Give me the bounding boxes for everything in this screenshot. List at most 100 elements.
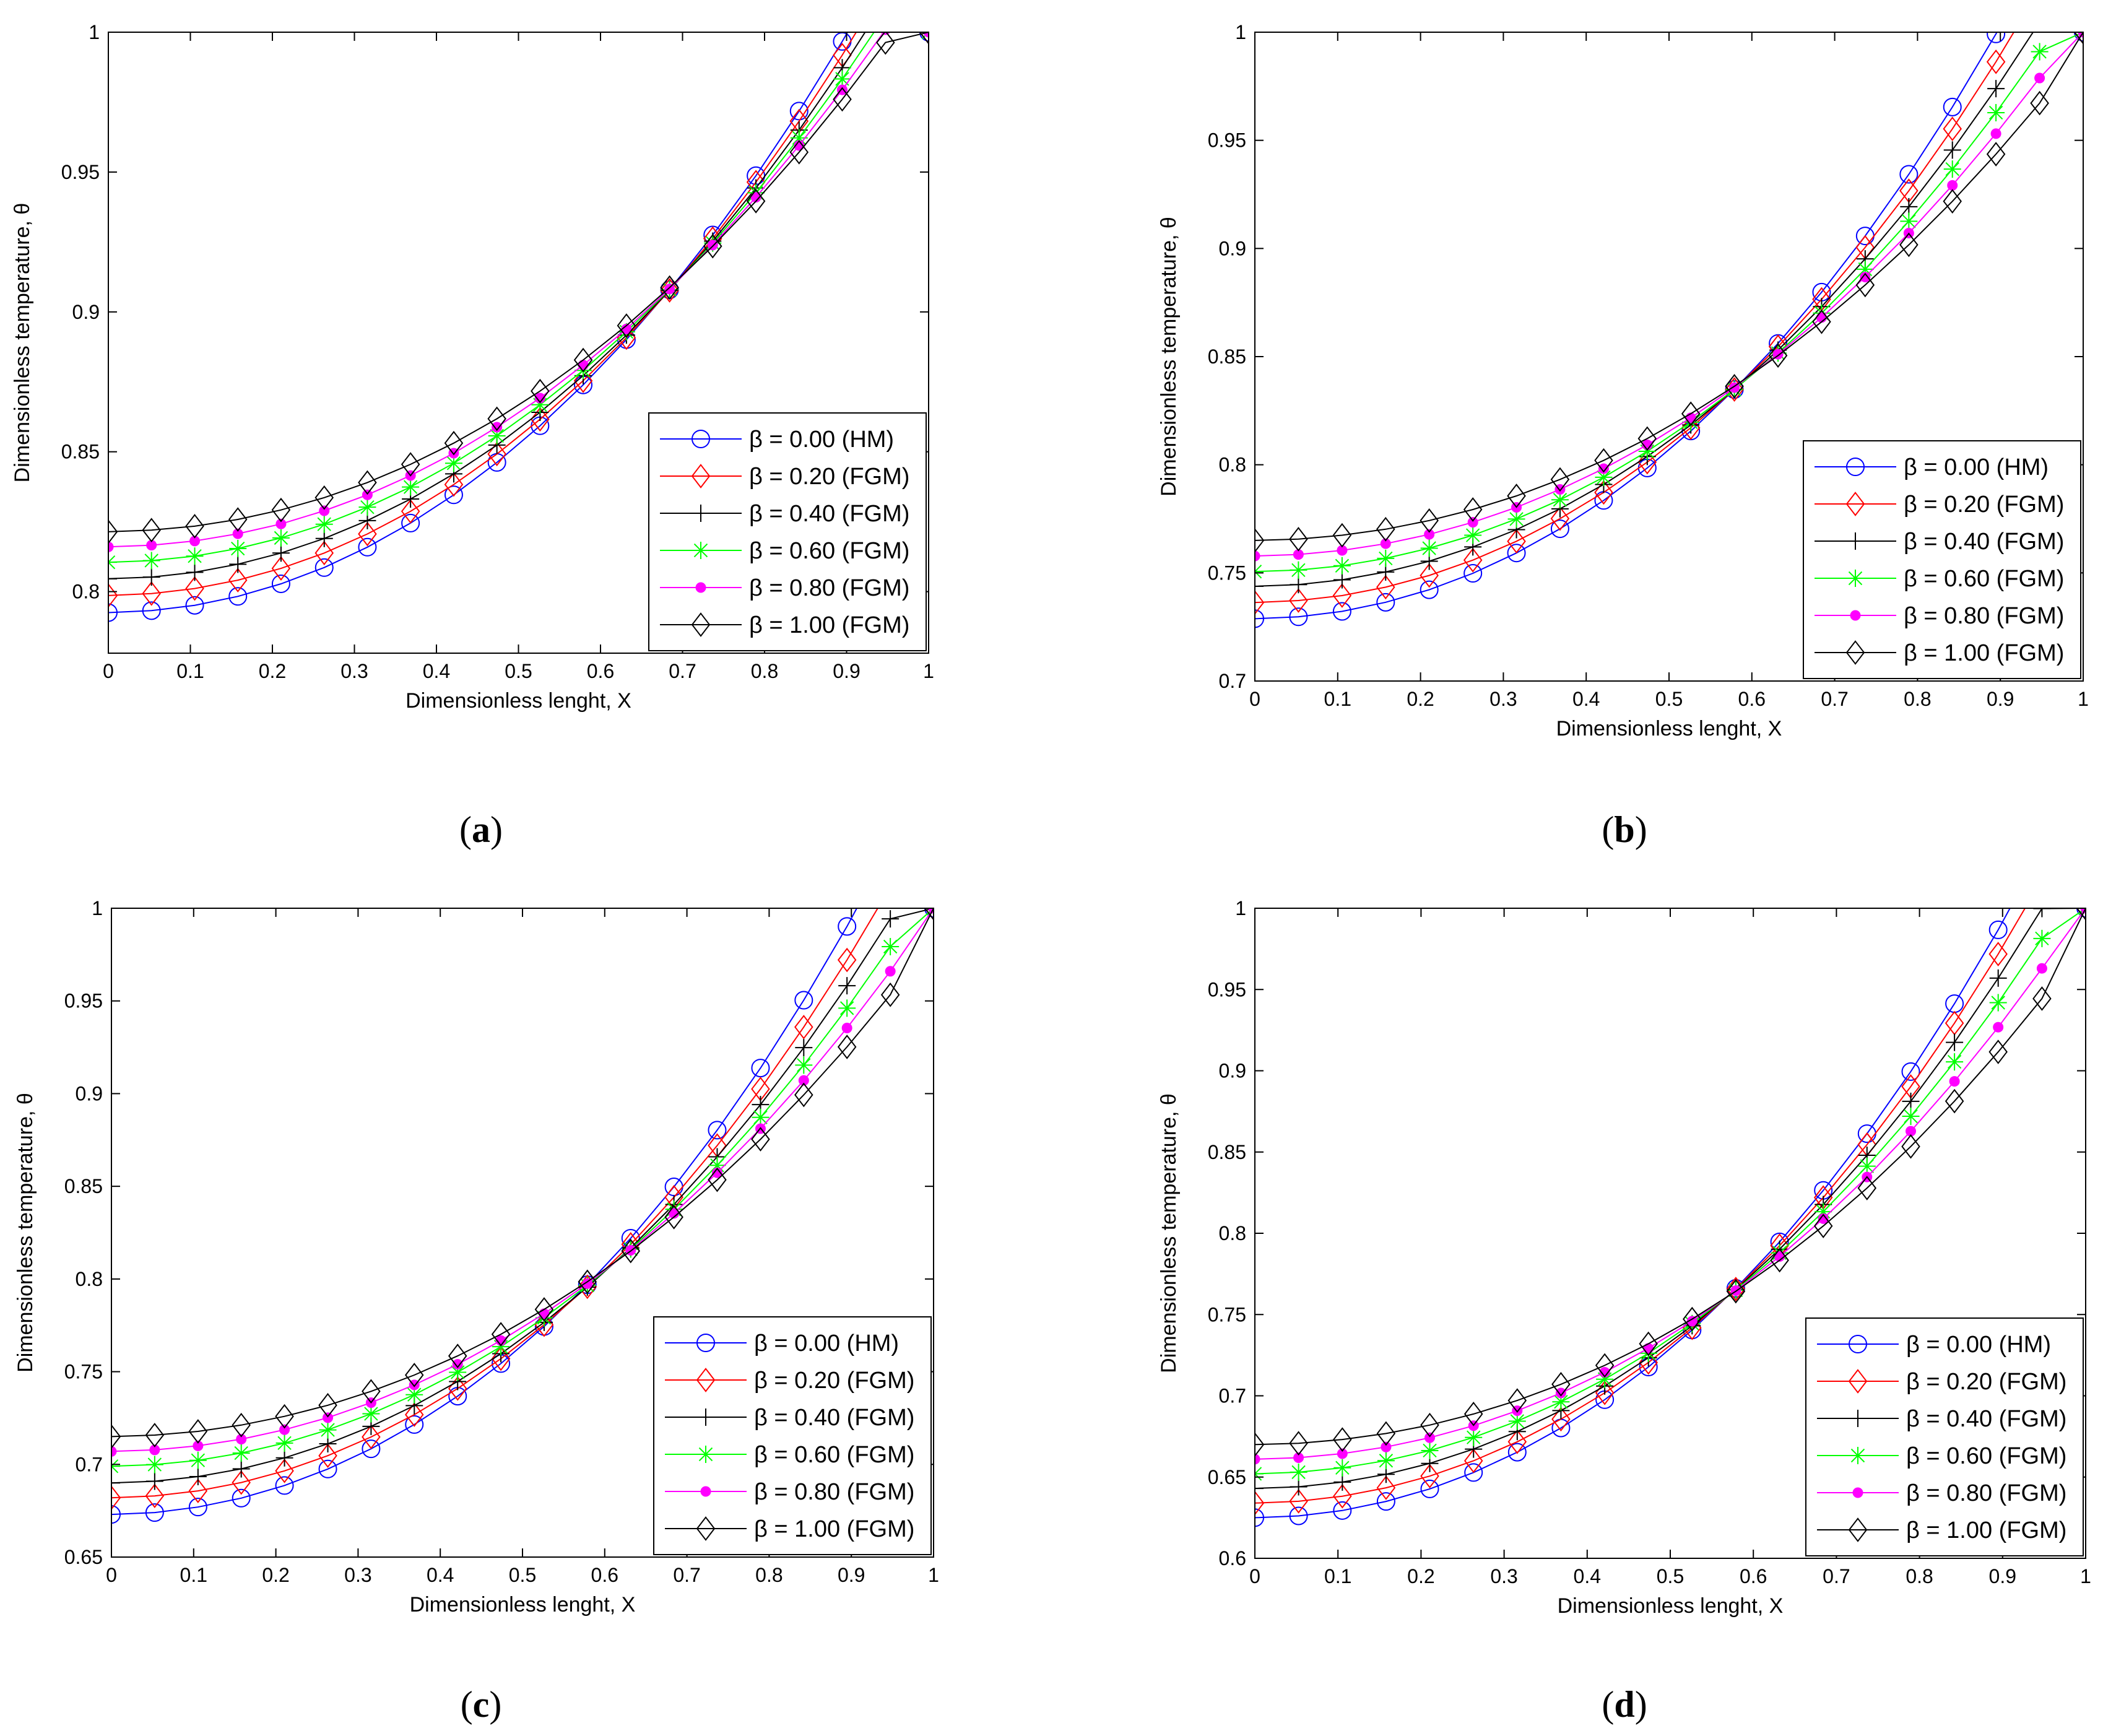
data-point-s0-1 [1289, 607, 1308, 627]
x-tick-label: 0.3 [1490, 1565, 1517, 1587]
chart-panel-b: 0 0.1 0.2 0.3 0.4 0.5 0.6 0.7 0.8 0.9 1 0.7 0.75 0.8 0… [1157, 21, 2089, 850]
y-tick-label: 0.85 [1208, 1141, 1246, 1163]
legend-item-2: β = 0.40 (FGM) [1815, 529, 2064, 555]
data-point-s5-16 [1945, 1088, 1964, 1114]
data-point-s5-15 [751, 1127, 770, 1152]
data-point-s3-8 [449, 1363, 467, 1381]
data-point-s3-8 [444, 454, 462, 472]
legend-item-2: β = 0.40 (FGM) [660, 501, 909, 527]
data-point-s0-0 [1255, 1508, 1264, 1527]
data-point-s5-17 [837, 1035, 857, 1059]
series-4 [1255, 908, 2086, 1465]
data-point-s3-2 [189, 1451, 207, 1469]
data-point-s3-3 [1377, 1452, 1395, 1470]
data-point-s2-3 [232, 1460, 250, 1478]
legend-marker [696, 1516, 716, 1541]
legend-marker [695, 582, 706, 593]
data-point-s4-4 [1424, 1432, 1435, 1443]
data-point-s1-3 [228, 568, 248, 592]
data-point-s1-4 [1420, 1464, 1439, 1489]
data-point-s5-15 [1901, 1134, 1920, 1159]
data-point-s2-1 [1290, 576, 1307, 594]
data-point-s1-7 [401, 499, 420, 524]
legend-label: β = 1.00 (FGM) [749, 612, 909, 638]
data-point-s0-4 [1420, 580, 1439, 599]
data-point-s5-8 [444, 430, 464, 456]
data-point-s4-5 [323, 1412, 334, 1423]
data-point-s0-1 [145, 1503, 164, 1522]
data-point-s1-2 [1332, 583, 1352, 608]
data-point-s5-0 [1255, 1432, 1265, 1457]
series-line-4 [111, 908, 934, 1452]
data-point-s5-3 [228, 507, 248, 532]
data-point-s4-2 [1337, 545, 1348, 556]
data-point-s0-15 [1901, 1062, 1920, 1081]
data-point-s0-5 [1463, 564, 1483, 583]
data-point-s4-1 [1293, 1452, 1304, 1464]
y-tick-label: 0.7 [1219, 1385, 1246, 1407]
data-point-s4-17 [841, 1022, 852, 1033]
x-tick-label: 0.9 [1987, 688, 2014, 710]
data-point-s4-18 [2034, 72, 2045, 84]
data-point-s5-4 [275, 1404, 294, 1429]
data-point-s5-13 [660, 275, 679, 300]
y-tick-label: 0.9 [1219, 1060, 1246, 1082]
legend-item-4: β = 0.80 (FGM) [665, 1479, 914, 1505]
data-point-s2-0 [1255, 577, 1264, 595]
data-point-s3-5 [319, 1421, 337, 1439]
legend-label: β = 0.20 (FGM) [1906, 1369, 2066, 1395]
data-point-s4-3 [1381, 1441, 1392, 1452]
y-tick-label: 0.75 [1208, 1303, 1246, 1326]
data-point-s3-17 [833, 70, 851, 88]
data-point-s5-6 [362, 1379, 381, 1404]
panel-caption: (c) [461, 1684, 502, 1725]
data-point-s3-5 [1464, 526, 1482, 544]
data-point-s5-1 [145, 1423, 165, 1447]
data-point-s0-17 [1988, 920, 2008, 939]
data-point-s3-18 [882, 937, 900, 955]
data-point-s3-13 [1815, 1203, 1832, 1221]
series-line-2 [1255, 32, 2083, 587]
data-point-s5-9 [1637, 426, 1657, 451]
data-point-s0-6 [1507, 1443, 1527, 1462]
data-point-s0-14 [708, 1121, 727, 1140]
x-tick-label: 0 [1249, 688, 1260, 710]
series-line-0 [111, 908, 934, 1516]
data-point-s5-5 [1463, 497, 1483, 522]
y-tick-label: 0.6 [1219, 1547, 1246, 1569]
panels: 0 0.1 0.2 0.3 0.4 0.5 0.6 0.7 0.8 0.9 10.80.850.90… [11, 21, 2091, 1725]
legend-item-5: β = 1.00 (FGM) [1817, 1517, 2066, 1543]
data-point-s5-0 [108, 519, 118, 544]
data-point-s2-16 [1946, 1033, 1964, 1051]
data-point-s1-0 [1255, 590, 1265, 615]
series-line-3 [108, 32, 929, 563]
data-point-s5-17 [1988, 1039, 2008, 1064]
x-tick-label: 0.8 [755, 1564, 783, 1586]
legend-marker [1849, 1410, 1867, 1427]
data-point-s0-15 [1899, 165, 1919, 184]
legend-label: β = 0.40 (FGM) [1904, 529, 2064, 555]
legend-item-3: β = 0.60 (FGM) [1815, 566, 2064, 592]
legend-box [1805, 1317, 2084, 1556]
x-tick-label: 0.7 [1821, 688, 1848, 710]
data-point-s5-4 [1420, 508, 1439, 533]
x-tick-label: 0.3 [1489, 688, 1517, 710]
data-point-s5-9 [1639, 1331, 1658, 1356]
y-tick-label: 0.7 [76, 1453, 103, 1475]
data-point-s4-4 [279, 1424, 290, 1435]
data-point-s2-17 [1987, 80, 2005, 98]
data-point-s0-6 [362, 1439, 381, 1459]
data-point-s3-5 [1465, 1428, 1483, 1446]
data-point-s5-6 [1507, 484, 1526, 508]
series-line-2 [1255, 908, 2086, 1490]
legend-marker [1852, 1487, 1863, 1498]
data-point-s0-7 [401, 513, 420, 532]
x-tick-label: 0.4 [423, 660, 450, 682]
data-point-s5-3 [232, 1412, 251, 1438]
data-point-s3-15 [752, 1108, 770, 1126]
data-point-s5-16 [789, 139, 809, 165]
y-tick-label: 0.9 [72, 301, 100, 323]
legend-label: β = 0.20 (FGM) [1904, 492, 2064, 518]
data-point-s3-16 [1946, 1053, 1964, 1071]
data-point-s4-0 [1255, 1454, 1260, 1465]
